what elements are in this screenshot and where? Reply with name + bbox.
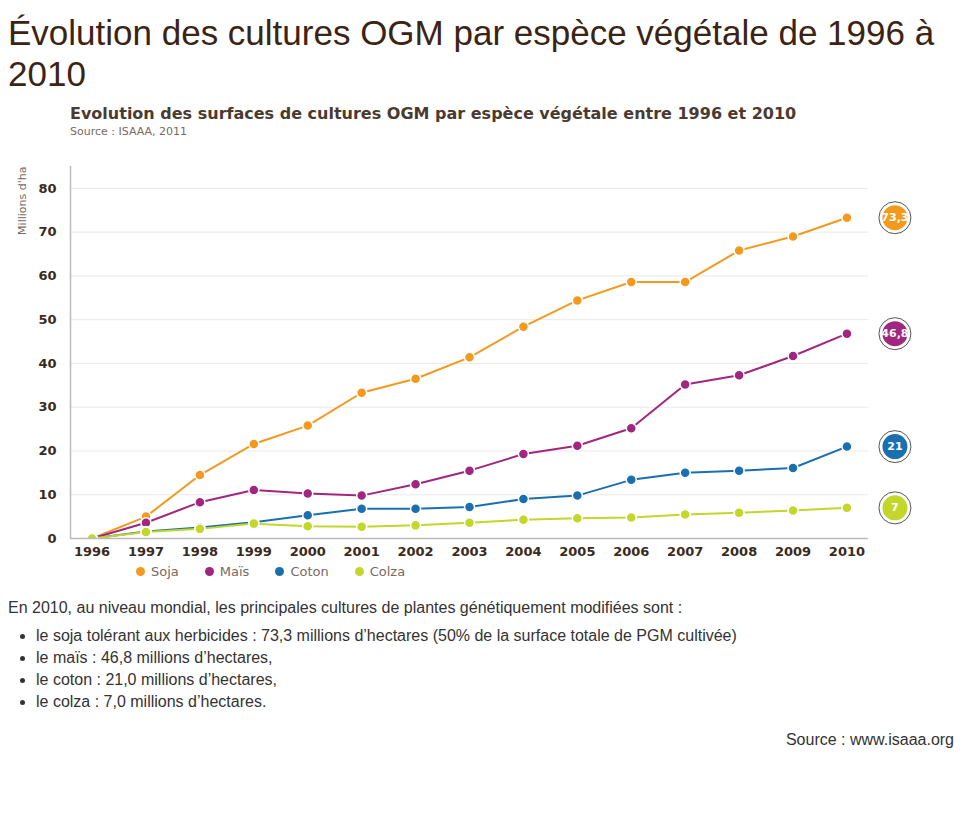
svg-text:1998: 1998 xyxy=(182,544,218,559)
svg-text:2007: 2007 xyxy=(667,544,703,559)
svg-text:2000: 2000 xyxy=(290,544,326,559)
svg-text:10: 10 xyxy=(38,487,56,502)
html-text:le soja tolérant aux herbicide: le soja tolérant aux herbicides : 73,3 m… xyxy=(36,627,737,644)
svg-text:21: 21 xyxy=(887,440,902,453)
html-text:Évolution des cultures OGM par: Évolution des cultures OGM par espèce vé… xyxy=(8,13,935,93)
svg-text:80: 80 xyxy=(38,181,56,196)
svg-text:60: 60 xyxy=(38,268,56,283)
html-text:le maïs : 46,8 millions d’hect: le maïs : 46,8 millions d’hectares, xyxy=(36,649,273,666)
svg-text:1996: 1996 xyxy=(74,544,110,559)
svg-text:2010: 2010 xyxy=(829,544,865,559)
svg-text:20: 20 xyxy=(38,443,56,458)
svg-text:2008: 2008 xyxy=(721,544,757,559)
html-text:Maïs: Maïs xyxy=(219,564,250,579)
svg-text:50: 50 xyxy=(38,312,56,327)
svg-text:Millions d'ha: Millions d'ha xyxy=(16,167,29,235)
svg-text:7: 7 xyxy=(891,501,899,514)
html-text:En 2010, au niveau mondial, le: En 2010, au niveau mondial, les principa… xyxy=(8,599,683,616)
html-text:Source : www.isaaa.org: Source : www.isaaa.org xyxy=(785,731,954,748)
svg-text:2009: 2009 xyxy=(775,544,811,559)
svg-text:2001: 2001 xyxy=(344,544,380,559)
html-text:le colza : 7,0 millions d’hect: le colza : 7,0 millions d’hectares. xyxy=(36,693,267,710)
html-text:Colza: Colza xyxy=(369,564,406,579)
svg-text:1999: 1999 xyxy=(236,544,272,559)
svg-text:2004: 2004 xyxy=(505,544,541,559)
html-text:Coton: Coton xyxy=(290,564,329,579)
svg-text:70: 70 xyxy=(38,224,56,239)
svg-text:2003: 2003 xyxy=(451,544,487,559)
svg-text:40: 40 xyxy=(38,356,56,371)
html-text:Source : ISAAA, 2011: Source : ISAAA, 2011 xyxy=(70,125,188,138)
svg-text:2005: 2005 xyxy=(559,544,595,559)
svg-text:2006: 2006 xyxy=(613,544,649,559)
svg-text:0: 0 xyxy=(47,531,56,546)
html-text:Evolution des surfaces de cult: Evolution des surfaces de cultures OGM p… xyxy=(70,104,797,123)
html-text:le coton : 21,0 millions d’hec: le coton : 21,0 millions d’hectares, xyxy=(36,671,277,688)
html-text:Soja: Soja xyxy=(151,564,179,579)
svg-text:73,3: 73,3 xyxy=(881,211,908,224)
svg-text:46,8: 46,8 xyxy=(881,327,908,340)
svg-text:30: 30 xyxy=(38,399,56,414)
svg-text:2002: 2002 xyxy=(397,544,433,559)
svg-text:1997: 1997 xyxy=(128,544,164,559)
